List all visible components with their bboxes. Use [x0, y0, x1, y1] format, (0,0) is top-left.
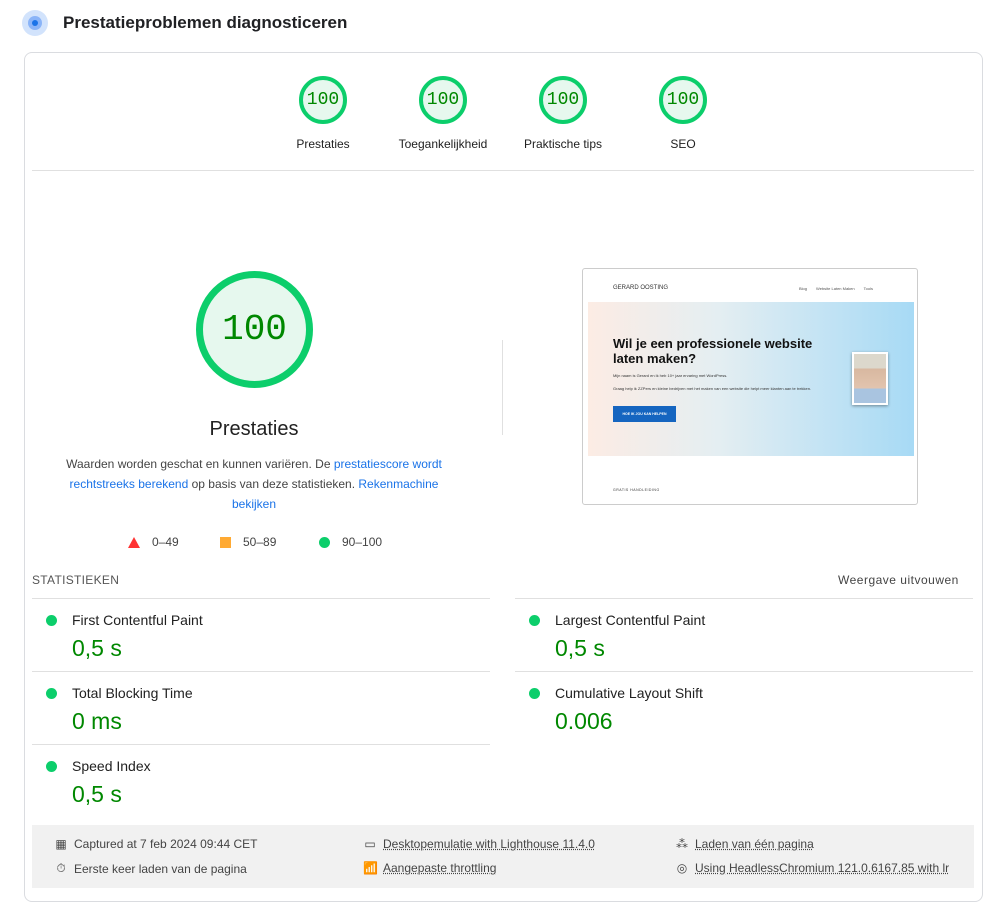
desc-text: Waarden worden geschat en kunnen variëre… — [66, 457, 334, 471]
pass-icon — [46, 615, 57, 626]
devices-icon: ▭ — [364, 837, 376, 851]
metric-label: Speed Index — [72, 758, 151, 774]
emulation-info[interactable]: ▭ Desktopemulatie with Lighthouse 11.4.0 — [363, 837, 595, 851]
legend-label: 90–100 — [342, 535, 383, 549]
legend-pass: 90–100 — [319, 535, 382, 549]
performance-score-gauge: 100 — [196, 271, 313, 388]
expand-view-button[interactable]: Weergave uitvouwen — [838, 573, 959, 587]
hero-text: Mijn naam is Gerard en ik heb 10+ jaar e… — [613, 373, 728, 378]
gauge-label[interactable]: Prestaties — [296, 137, 350, 151]
profile-photo — [852, 352, 888, 405]
metric-tbt: Total Blocking Time 0 ms — [32, 671, 490, 744]
calculator-link[interactable]: Rekenmachine bekijken — [231, 477, 439, 511]
square-icon — [220, 536, 231, 548]
pass-icon — [46, 761, 57, 772]
metric-value: 0,5 s — [555, 635, 605, 661]
pass-icon — [529, 688, 540, 699]
hero-text: Graag help ik ZZPers en kleine bedrijven… — [613, 386, 812, 391]
chrome-icon: ◎ — [676, 861, 688, 875]
lighthouse-icon — [22, 10, 48, 36]
metric-value: 0,5 s — [72, 635, 122, 661]
legend-label: 50–89 — [243, 535, 277, 549]
hero-headline: Wil je een professionele website laten m… — [613, 336, 813, 366]
score-description: Waarden worden geschat en kunnen variëre… — [54, 454, 454, 514]
load-text[interactable]: Laden van één pagina — [695, 837, 814, 851]
page-title: Prestatieproblemen diagnosticeren — [63, 13, 348, 32]
triangle-icon — [128, 536, 140, 548]
calendar-icon: ▦ — [55, 837, 67, 851]
nodes-icon: ⁂ — [676, 837, 688, 851]
metric-label: First Contentful Paint — [72, 612, 203, 628]
nav-item: Blog — [799, 286, 808, 291]
gauge-best-practices[interactable]: 100 — [539, 76, 587, 124]
hero-cta: HOE IK JOU KAN HELPEN — [613, 406, 676, 422]
first-load-info: ⏱ Eerste keer laden van de pagina — [54, 861, 247, 876]
gauge-performance[interactable]: 100 — [299, 76, 347, 124]
captured-text: Captured at 7 feb 2024 09:44 CET — [74, 837, 258, 851]
page-screenshot[interactable]: GERARD OOSTING Blog Website Laten Maken To… — [582, 268, 918, 505]
browser-text[interactable]: Using HeadlessChromium 121.0.6167.85 wit… — [695, 861, 950, 875]
timer-icon: ⏱ — [56, 861, 66, 875]
signal-icon: 📶 — [363, 861, 378, 875]
legend-label: 0–49 — [152, 535, 179, 549]
section-label: GRATIS HANDLEIDING — [613, 488, 660, 492]
stats-heading: STATISTIEKEN — [32, 573, 120, 587]
legend-average: 50–89 — [220, 535, 276, 549]
pass-icon — [46, 688, 57, 699]
metric-value: 0.006 — [555, 708, 613, 734]
metric-label: Total Blocking Time — [72, 685, 193, 701]
throttling-text[interactable]: Aangepaste throttling — [383, 861, 497, 875]
gauge-label[interactable]: SEO — [670, 137, 696, 151]
metric-value: 0 ms — [72, 708, 122, 734]
metric-fcp: First Contentful Paint 0,5 s — [32, 598, 490, 671]
gauge-seo[interactable]: 100 — [659, 76, 707, 124]
desc-text: op basis van deze statistieken. — [188, 477, 359, 491]
gauge-label[interactable]: Toegankelijkheid — [398, 137, 488, 151]
throttling-info[interactable]: 📶 Aangepaste throttling — [363, 861, 496, 875]
metric-label: Largest Contentful Paint — [555, 612, 706, 628]
runtime-info: ▦ Captured at 7 feb 2024 09:44 CET ⏱ Eerst… — [32, 825, 974, 888]
score-calc-link[interactable]: prestatiescore wordt rechtstreeks bereke… — [69, 457, 442, 491]
captured-info: ▦ Captured at 7 feb 2024 09:44 CET — [54, 837, 257, 851]
metric-label: Cumulative Layout Shift — [555, 685, 703, 701]
pass-icon — [529, 615, 540, 626]
metric-cls: Cumulative Layout Shift 0.006 — [515, 671, 973, 744]
browser-info[interactable]: ◎ Using HeadlessChromium 121.0.6167.85 wi… — [675, 861, 949, 875]
metric-si: Speed Index 0,5 s — [32, 744, 490, 817]
gauge-accessibility[interactable]: 100 — [419, 76, 467, 124]
nav-item: Website Laten Maken — [816, 286, 855, 291]
metric-lcp: Largest Contentful Paint 0,5 s — [515, 598, 973, 671]
circle-icon — [319, 536, 330, 548]
legend-fail: 0–49 — [128, 535, 179, 549]
vertical-divider — [502, 340, 503, 435]
site-logo: GERARD OOSTING — [613, 285, 669, 291]
gauge-label[interactable]: Praktische tips — [523, 137, 603, 151]
emulation-text[interactable]: Desktopemulatie with Lighthouse 11.4.0 — [383, 837, 595, 851]
first-load-text: Eerste keer laden van de pagina — [74, 861, 247, 876]
hero: Wil je een professionele website laten m… — [588, 302, 914, 456]
site-nav: Blog Website Laten Maken Tools — [799, 286, 873, 291]
page-load-info[interactable]: ⁂ Laden van één pagina — [675, 837, 814, 851]
divider — [32, 170, 974, 171]
nav-item: Tools — [863, 286, 873, 291]
performance-title: Prestaties — [209, 418, 299, 440]
metric-value: 0,5 s — [72, 781, 122, 807]
